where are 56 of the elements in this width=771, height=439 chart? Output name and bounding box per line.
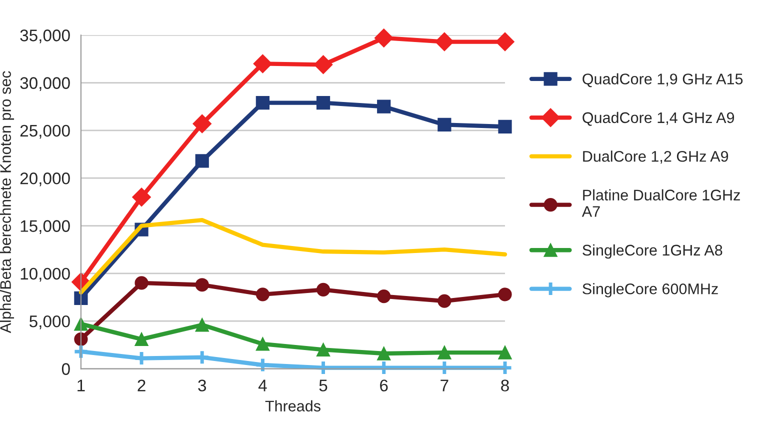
point: [438, 346, 452, 360]
point: [132, 188, 151, 207]
x-tick-label: 1: [78, 380, 85, 392]
point: [134, 332, 148, 346]
point: [438, 118, 452, 132]
point: [254, 356, 271, 373]
y-tick-label: 20,000: [20, 172, 70, 186]
y-tick-label: 5,000: [30, 316, 70, 330]
point: [498, 288, 512, 302]
y-tick-label: 25,000: [20, 124, 70, 139]
point: [496, 32, 514, 52]
y-tick-label: 30,000: [20, 77, 70, 91]
point: [435, 32, 454, 52]
point: [72, 344, 89, 360]
point: [316, 96, 330, 110]
x-tick-label: 3: [198, 380, 206, 392]
point: [374, 28, 394, 48]
y-tick-label: 15,000: [20, 220, 70, 234]
y-tick-label: 10,000: [20, 268, 70, 282]
point: [195, 318, 209, 332]
point: [377, 346, 391, 360]
point: [74, 332, 88, 346]
point: [134, 276, 148, 290]
point: [256, 337, 270, 351]
point: [316, 342, 330, 356]
x-axis-title: Threads: [265, 400, 320, 412]
point: [195, 278, 209, 292]
point: [74, 291, 88, 306]
y-axis-title: Alpha/Beta berechnete Knoten pro sec: [0, 71, 14, 334]
legend-label: Platine DualCore 1GHz A7: [582, 189, 740, 217]
x-tick-label: 8: [501, 380, 509, 392]
x-tick-label: 2: [138, 380, 146, 392]
point: [314, 55, 333, 74]
point: [256, 288, 270, 302]
point: [256, 96, 270, 110]
legend-label: QuadCore 1,9 GHz A15: [582, 73, 743, 88]
y-tick-label: 35,000: [20, 30, 70, 44]
point: [195, 154, 209, 168]
point: [74, 317, 88, 331]
point: [192, 114, 212, 134]
legend-label: DualCore 1,2 GHz A9: [583, 150, 728, 164]
point: [377, 290, 391, 304]
y-tick-label: 0: [62, 363, 70, 375]
x-tick-label: 6: [380, 380, 388, 392]
legend-label: QuadCore 1,4 GHz A9: [582, 112, 734, 126]
x-tick-label: 4: [258, 380, 267, 392]
point: [316, 282, 330, 296]
x-tick-label: 5: [319, 380, 328, 392]
x-tick-label: 7: [440, 380, 448, 392]
point: [498, 120, 512, 134]
point: [438, 294, 452, 308]
point: [377, 100, 391, 114]
point: [253, 54, 272, 74]
point: [498, 346, 512, 360]
legend-label: SingleCore 1GHz A8: [582, 244, 722, 259]
legend-label: SingleCore 600MHz: [582, 283, 718, 298]
